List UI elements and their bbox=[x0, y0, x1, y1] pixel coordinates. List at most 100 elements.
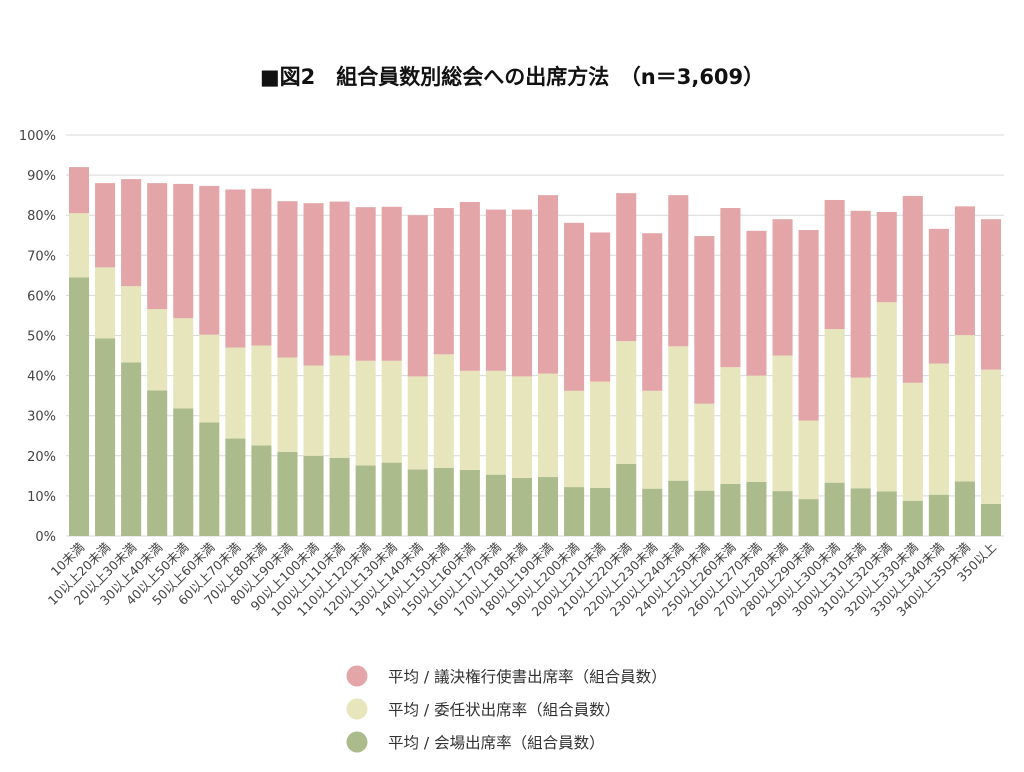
y-tick-label: 100% bbox=[19, 129, 56, 144]
y-tick-label: 20% bbox=[27, 450, 56, 465]
bar-segment-0 bbox=[798, 499, 819, 536]
bar-segment-2 bbox=[642, 233, 663, 391]
bar-segment-0 bbox=[772, 491, 793, 536]
bar-segment-2 bbox=[407, 215, 428, 377]
bar-segment-0 bbox=[121, 362, 142, 536]
bar-segment-1 bbox=[277, 357, 298, 452]
bar-segment-0 bbox=[225, 438, 246, 536]
y-tick-label: 80% bbox=[27, 209, 56, 224]
bar-segment-0 bbox=[980, 503, 1002, 536]
bar-segment-2 bbox=[616, 193, 637, 342]
bar-segment-1 bbox=[433, 354, 454, 468]
bar-segment-1 bbox=[694, 403, 715, 491]
bar-segment-0 bbox=[746, 481, 767, 536]
bar-segment-2 bbox=[329, 201, 350, 356]
bar-segment-2 bbox=[720, 207, 741, 368]
bar-segment-2 bbox=[303, 203, 324, 366]
bar-segment-2 bbox=[746, 230, 767, 376]
bar-segment-1 bbox=[798, 420, 819, 500]
bar-segment-2 bbox=[902, 195, 923, 383]
bar-segment-2 bbox=[694, 236, 715, 404]
bar-segment-2 bbox=[850, 210, 871, 378]
bar-segment-0 bbox=[95, 338, 116, 536]
bar-segment-0 bbox=[616, 463, 637, 536]
bar-segment-1 bbox=[355, 360, 376, 466]
bar-segment-1 bbox=[251, 345, 272, 446]
bar-segment-1 bbox=[199, 334, 220, 423]
bar-segment-0 bbox=[381, 462, 402, 536]
bar-segment-1 bbox=[68, 213, 90, 278]
bar-segment-0 bbox=[173, 408, 194, 536]
bar-segment-1 bbox=[485, 370, 506, 475]
bar-segment-0 bbox=[928, 494, 949, 536]
bar-segment-2 bbox=[121, 179, 142, 287]
bar-segment-0 bbox=[147, 390, 168, 536]
bar-segment-1 bbox=[147, 309, 168, 391]
y-tick-label: 70% bbox=[27, 249, 56, 264]
y-tick-label: 50% bbox=[27, 330, 56, 345]
legend-label: 平均 / 議決権行使書出席率（組合員数） bbox=[388, 668, 667, 686]
bar-segment-0 bbox=[251, 445, 272, 536]
bar-segment-1 bbox=[720, 367, 741, 484]
bar-segment-0 bbox=[694, 490, 715, 536]
bar-segment-1 bbox=[902, 382, 923, 501]
bar-segment-1 bbox=[407, 376, 428, 470]
bar-segment-1 bbox=[980, 369, 1002, 504]
bars bbox=[68, 167, 1002, 536]
y-tick-label: 0% bbox=[35, 530, 56, 545]
bar-segment-1 bbox=[511, 376, 533, 478]
bar-segment-1 bbox=[95, 267, 116, 339]
bar-segment-0 bbox=[407, 469, 428, 536]
bar-segment-1 bbox=[954, 335, 975, 482]
bar-segment-2 bbox=[537, 195, 559, 374]
bar-segment-2 bbox=[876, 211, 897, 303]
bar-segment-1 bbox=[590, 381, 611, 488]
bar-segment-0 bbox=[850, 488, 871, 536]
bar-segment-2 bbox=[277, 201, 298, 358]
bar-segment-2 bbox=[459, 201, 480, 371]
bar-segment-0 bbox=[876, 491, 897, 536]
bar-segment-0 bbox=[329, 457, 350, 536]
y-tick-label: 30% bbox=[27, 410, 56, 425]
x-axis: 10未満10以上20未満20以上30未満30以上40未満40以上50未満50以上… bbox=[45, 540, 999, 620]
legend-label: 平均 / 委任状出席率（組合員数） bbox=[388, 701, 620, 719]
bar-segment-2 bbox=[954, 206, 975, 336]
legend: 平均 / 議決権行使書出席率（組合員数） 平均 / 委任状出席率（組合員数） 平均 … bbox=[346, 665, 667, 753]
bar-segment-0 bbox=[277, 451, 298, 536]
bar-segment-1 bbox=[459, 370, 480, 470]
bar-segment-0 bbox=[824, 482, 845, 536]
bar-segment-2 bbox=[251, 188, 272, 346]
y-tick-label: 60% bbox=[27, 289, 56, 304]
bar-segment-0 bbox=[355, 465, 376, 536]
bar-segment-1 bbox=[225, 347, 246, 439]
legend-marker bbox=[346, 731, 368, 753]
bar-segment-2 bbox=[980, 219, 1002, 370]
bar-segment-2 bbox=[95, 183, 116, 268]
chart-title: ■図2 組合員数別総会への出席方法 （n＝3,609） bbox=[260, 65, 764, 89]
bar-segment-2 bbox=[928, 228, 949, 364]
bar-segment-1 bbox=[537, 373, 559, 478]
bar-segment-0 bbox=[668, 480, 689, 536]
y-tick-label: 90% bbox=[27, 169, 56, 184]
bar-segment-1 bbox=[824, 329, 845, 483]
bar-segment-0 bbox=[564, 487, 585, 536]
bar-segment-1 bbox=[616, 341, 637, 464]
bar-segment-1 bbox=[381, 360, 402, 463]
bar-segment-2 bbox=[173, 183, 194, 319]
bar-segment-1 bbox=[303, 365, 324, 456]
bar-segment-0 bbox=[642, 488, 663, 536]
bar-segment-2 bbox=[355, 207, 376, 361]
bar-segment-0 bbox=[199, 422, 220, 536]
bar-segment-2 bbox=[433, 207, 454, 355]
legend-marker bbox=[346, 665, 368, 687]
bar-segment-2 bbox=[68, 167, 90, 214]
bar-segment-1 bbox=[928, 363, 949, 495]
bar-segment-1 bbox=[850, 377, 871, 489]
bar-segment-1 bbox=[772, 355, 793, 492]
bar-segment-0 bbox=[954, 481, 975, 536]
bar-segment-0 bbox=[511, 477, 533, 536]
bar-segment-2 bbox=[772, 219, 793, 356]
bar-segment-1 bbox=[329, 355, 350, 458]
bar-segment-1 bbox=[173, 318, 194, 409]
